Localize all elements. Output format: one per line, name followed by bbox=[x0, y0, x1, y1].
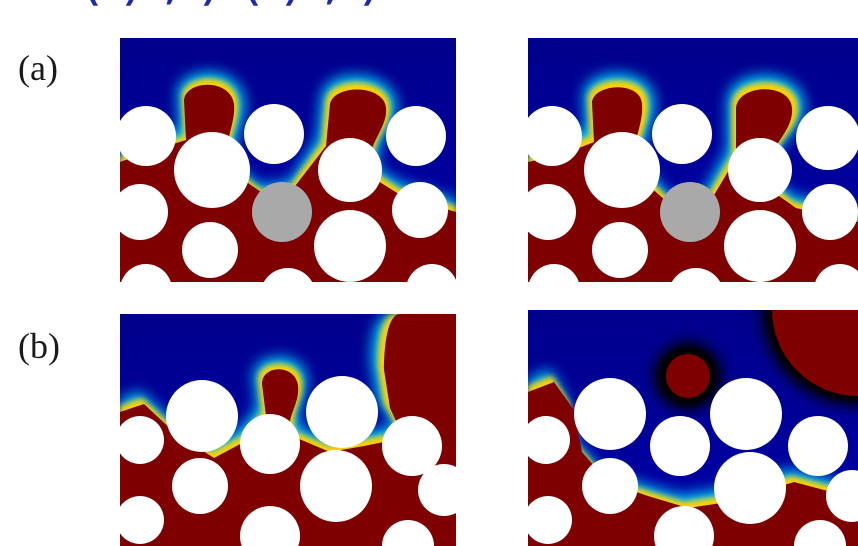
cropped-heading: ( ) , ) ( ) , ) bbox=[80, 0, 382, 12]
panel-a2 bbox=[528, 38, 858, 282]
row-label-b: (b) bbox=[18, 326, 60, 366]
panel-a1 bbox=[120, 38, 456, 282]
fixed-grain bbox=[252, 182, 312, 242]
fixed-grain bbox=[660, 182, 720, 242]
row-label-a: (a) bbox=[18, 48, 58, 88]
panel-b2 bbox=[528, 310, 858, 546]
panel-b1 bbox=[120, 314, 456, 546]
